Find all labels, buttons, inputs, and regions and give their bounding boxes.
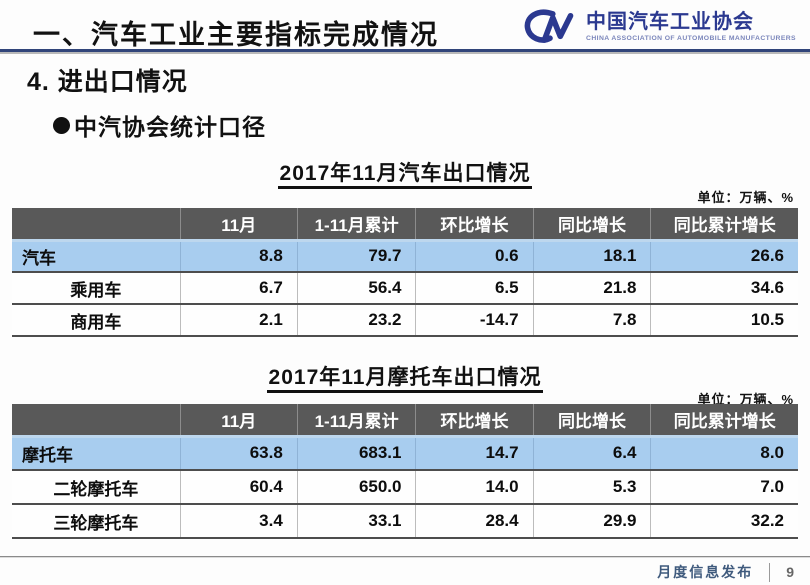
value-cell: 5.3 bbox=[532, 470, 651, 505]
table-row: 二轮摩托车 60.4 650.0 14.0 5.3 7.0 bbox=[12, 470, 798, 505]
section-heading: 4. 进出口情况 bbox=[27, 68, 188, 96]
logo-org-name: 中国汽车工业协会 bbox=[586, 10, 755, 33]
value-cell: 26.6 bbox=[650, 240, 798, 273]
logo-text: 中国汽车工业协会 CHINA ASSOCIATION OF AUTOMOBILE… bbox=[586, 10, 796, 42]
value-cell: 10.5 bbox=[650, 304, 798, 337]
bullet-icon bbox=[53, 116, 70, 134]
value-cell: 8.0 bbox=[650, 436, 798, 471]
value-cell: -14.7 bbox=[415, 304, 534, 337]
value-cell: 6.5 bbox=[415, 272, 534, 305]
table-row: 乘用车 6.7 56.4 6.5 21.8 34.6 bbox=[12, 272, 798, 305]
table-header-row: 11月 1-11月累计 环比增长 同比增长 同比累计增长 bbox=[12, 208, 798, 242]
column-header: 1-11月累计 bbox=[296, 404, 416, 438]
page-number: 9 bbox=[786, 564, 794, 580]
footer-label: 月度信息发布 bbox=[657, 564, 754, 580]
footer: 月度信息发布 9 bbox=[657, 562, 794, 582]
logo-org-caption: CHINA ASSOCIATION OF AUTOMOBILE MANUFACT… bbox=[586, 34, 796, 42]
value-cell: 683.1 bbox=[296, 436, 416, 471]
value-cell: 21.8 bbox=[532, 272, 651, 305]
footer-separator bbox=[769, 562, 771, 582]
motorcycle-export-table-title: 2017年11月摩托车出口情况 bbox=[0, 361, 810, 393]
logo-cm-icon bbox=[524, 9, 574, 43]
bullet-label: 中汽协会统计口径 bbox=[74, 114, 266, 140]
row-label: 汽车 bbox=[12, 240, 181, 273]
row-label: 三轮摩托车 bbox=[12, 504, 181, 539]
value-cell: 79.7 bbox=[296, 240, 416, 273]
value-cell: 29.9 bbox=[532, 504, 651, 539]
page-title: 一、汽车工业主要指标完成情况 bbox=[33, 20, 439, 50]
column-header: 同比累计增长 bbox=[650, 208, 798, 242]
value-cell: 7.0 bbox=[650, 470, 798, 505]
column-header: 环比增长 bbox=[415, 404, 534, 438]
value-cell: 6.4 bbox=[532, 436, 651, 471]
value-cell: 60.4 bbox=[179, 470, 298, 505]
column-header: 环比增长 bbox=[415, 208, 534, 242]
row-label: 商用车 bbox=[12, 304, 181, 337]
column-header: 同比累计增长 bbox=[650, 404, 798, 438]
table-header-row: 11月 1-11月累计 环比增长 同比增长 同比累计增长 bbox=[12, 404, 798, 438]
row-label-column-header bbox=[12, 404, 181, 438]
value-cell: 0.6 bbox=[415, 240, 534, 273]
table-row: 商用车 2.1 23.2 -14.7 7.8 10.5 bbox=[12, 304, 798, 337]
value-cell: 28.4 bbox=[415, 504, 534, 539]
row-label-column-header bbox=[12, 208, 181, 242]
value-cell: 2.1 bbox=[179, 304, 298, 337]
header-divider bbox=[0, 49, 810, 52]
column-header: 11月 bbox=[179, 208, 298, 242]
value-cell: 23.2 bbox=[296, 304, 416, 337]
table-row: 汽车 8.8 79.7 0.6 18.1 26.6 bbox=[12, 240, 798, 273]
value-cell: 6.7 bbox=[179, 272, 298, 305]
table-row: 摩托车 63.8 683.1 14.7 6.4 8.0 bbox=[12, 436, 798, 471]
row-label: 摩托车 bbox=[12, 436, 181, 471]
motorcycle-export-table: 11月 1-11月累计 环比增长 同比增长 同比累计增长 摩托车 63.8 683.1 14.… bbox=[12, 404, 798, 539]
auto-export-table-title: 2017年11月汽车出口情况 bbox=[0, 157, 810, 189]
value-cell: 18.1 bbox=[532, 240, 651, 273]
value-cell: 8.8 bbox=[179, 240, 298, 273]
value-cell: 14.0 bbox=[415, 470, 534, 505]
value-cell: 63.8 bbox=[179, 436, 298, 471]
organization-logo: 中国汽车工业协会 CHINA ASSOCIATION OF AUTOMOBILE… bbox=[522, 7, 796, 47]
value-cell: 56.4 bbox=[296, 272, 416, 305]
value-cell: 7.8 bbox=[532, 304, 651, 337]
motorcycle-export-unit-label: 单位：万辆、% bbox=[697, 392, 794, 407]
column-header: 同比增长 bbox=[532, 404, 651, 438]
value-cell: 33.1 bbox=[296, 504, 416, 539]
bullet-line: 中汽协会统计口径 bbox=[53, 108, 266, 142]
footer-divider bbox=[0, 556, 810, 557]
value-cell: 3.4 bbox=[179, 504, 298, 539]
column-header: 1-11月累计 bbox=[296, 208, 416, 242]
column-header: 同比增长 bbox=[532, 208, 651, 242]
auto-export-unit-label: 单位：万辆、% bbox=[697, 190, 794, 205]
column-header: 11月 bbox=[179, 404, 298, 438]
value-cell: 32.2 bbox=[650, 504, 798, 539]
table-row: 三轮摩托车 3.4 33.1 28.4 29.9 32.2 bbox=[12, 504, 798, 539]
row-label: 乘用车 bbox=[12, 272, 181, 305]
value-cell: 14.7 bbox=[415, 436, 534, 471]
auto-export-table: 11月 1-11月累计 环比增长 同比增长 同比累计增长 汽车 8.8 79.7 0.6 18.… bbox=[12, 208, 798, 337]
row-label: 二轮摩托车 bbox=[12, 470, 181, 505]
value-cell: 650.0 bbox=[296, 470, 416, 505]
value-cell: 34.6 bbox=[650, 272, 798, 305]
